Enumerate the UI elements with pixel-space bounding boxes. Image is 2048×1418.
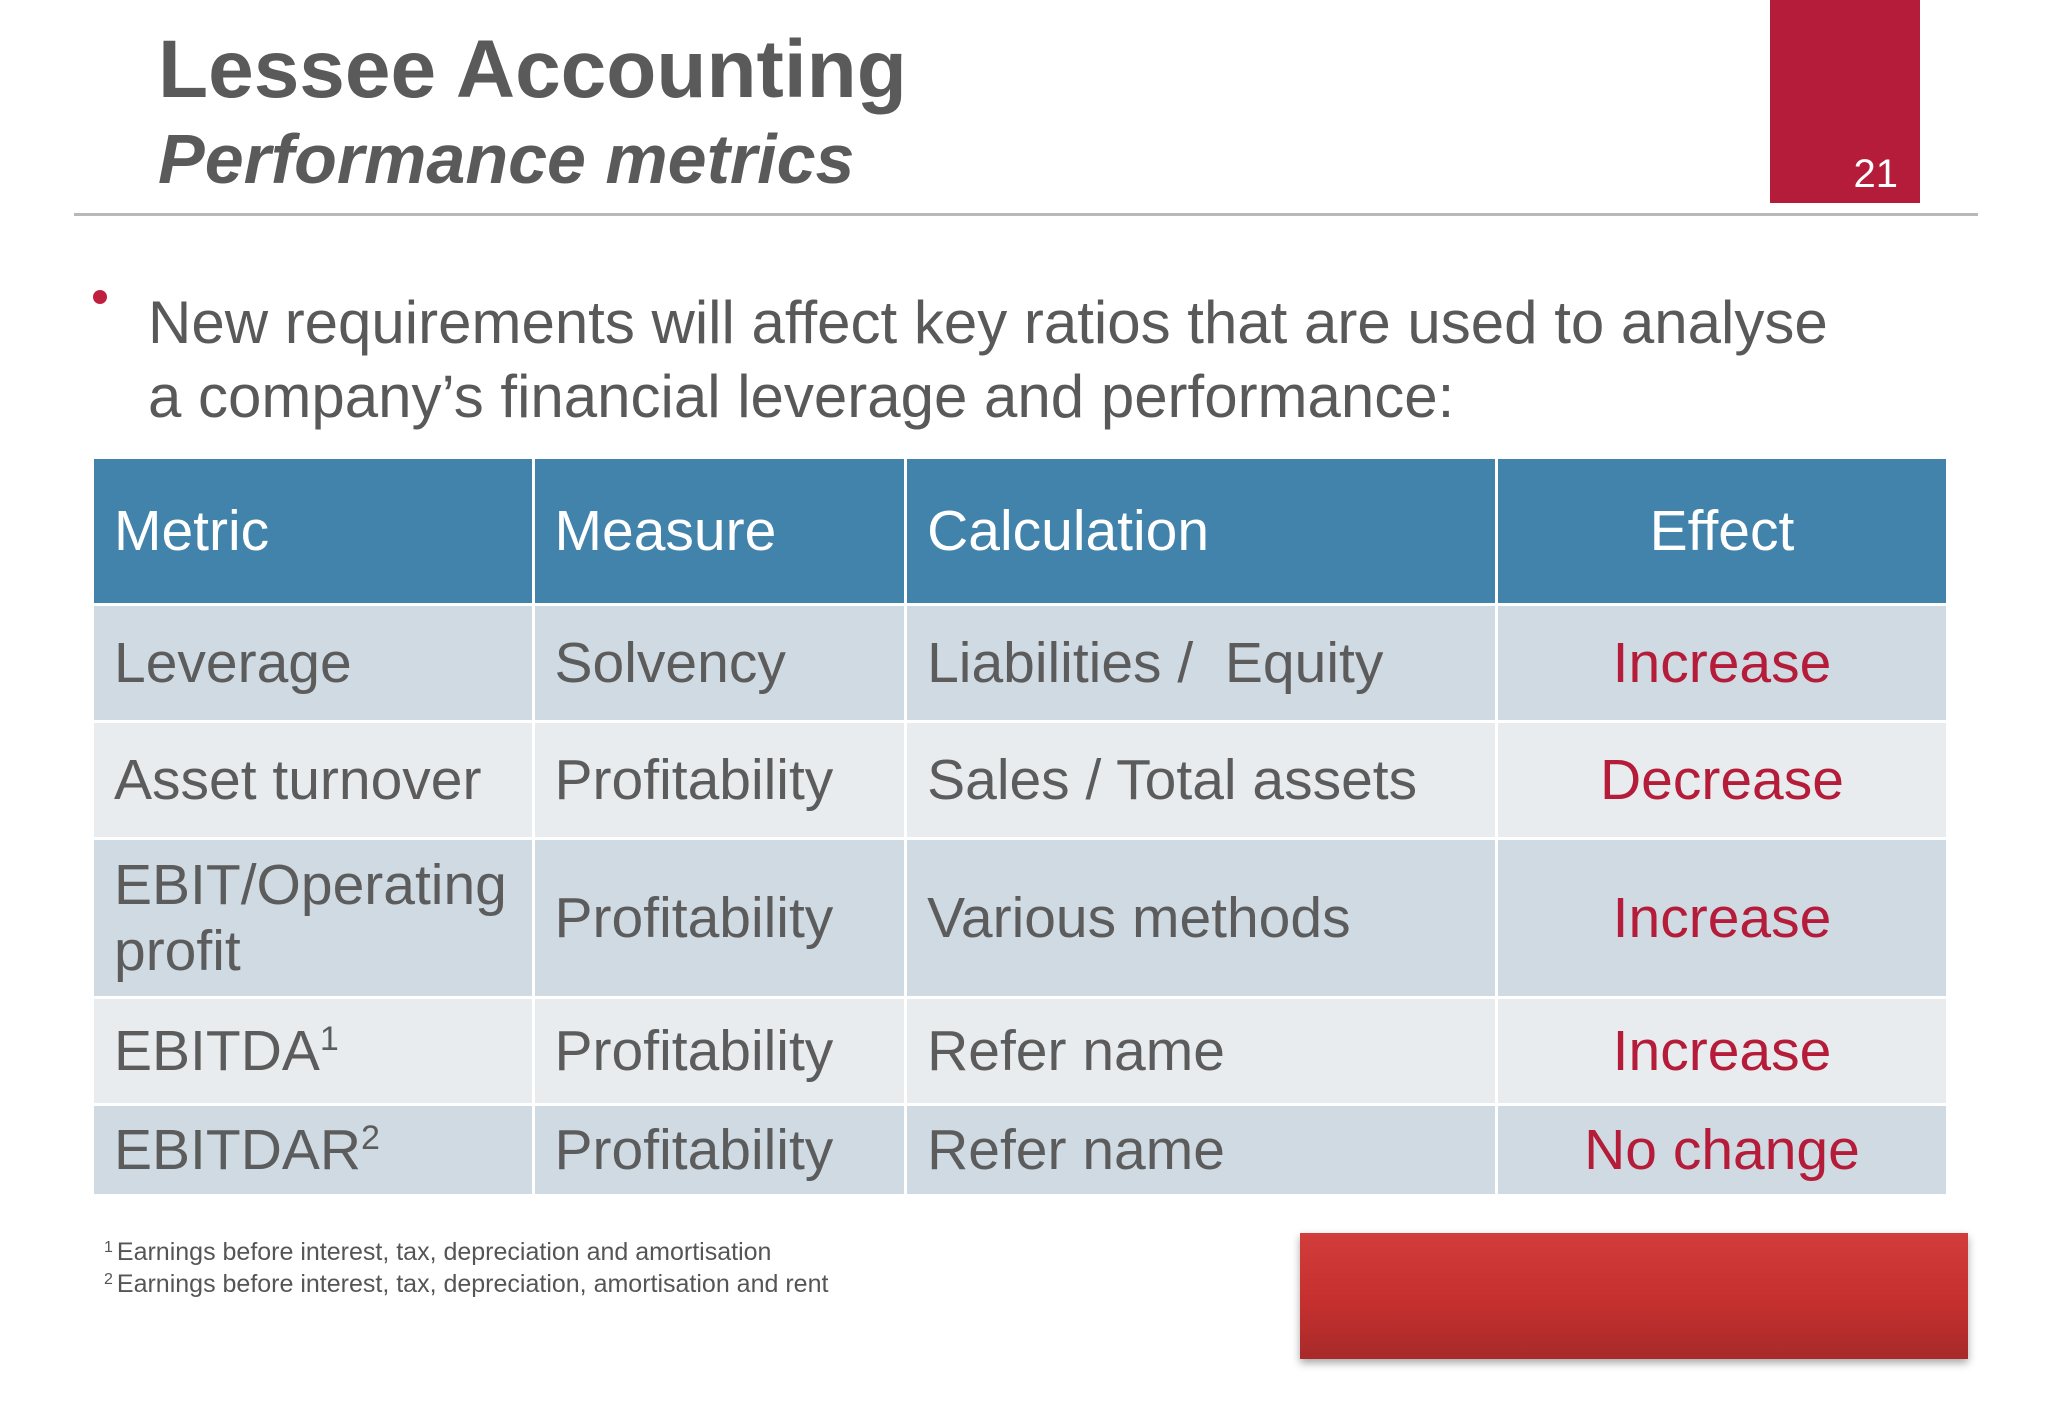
calculation-cell: Refer name — [904, 996, 1498, 1106]
metric-cell: EBITDAR2 — [91, 1103, 535, 1197]
metric-cell: EBIT/Operating profit — [91, 837, 535, 999]
effect-cell: Increase — [1494, 996, 1950, 1106]
header-metric: Metric — [91, 456, 535, 606]
slide-title: Lessee Accounting — [158, 24, 907, 115]
metrics-table: Metric Measure Calculation Effect Levera… — [91, 456, 1950, 1197]
footnote-marker: 2 — [361, 1119, 380, 1157]
metric-cell: Leverage — [91, 603, 535, 723]
bullet-icon — [93, 290, 107, 304]
footnote-mark: 2 — [104, 1271, 113, 1288]
footnote-1: 1 Earnings before interest, tax, deprecia… — [104, 1236, 828, 1268]
header-calculation: Calculation — [904, 456, 1498, 606]
effect-cell: No change — [1494, 1103, 1950, 1197]
table-row: EBITDAR2 Profitability Refer name No cha… — [91, 1103, 1950, 1197]
calculation-cell: Liabilities / Equity — [904, 603, 1498, 723]
slide-subtitle: Performance metrics — [158, 120, 855, 198]
footnote-text: Earnings before interest, tax, depreciat… — [116, 1238, 772, 1266]
header-measure: Measure — [531, 456, 908, 606]
measure-cell: Profitability — [531, 1103, 908, 1197]
measure-cell: Profitability — [531, 837, 908, 999]
table-row: EBITDA1 Profitability Refer name Increas… — [91, 996, 1950, 1106]
calculation-cell: Sales / Total assets — [904, 720, 1498, 840]
table-row: EBIT/Operating profit Profitability Vari… — [91, 837, 1950, 999]
header-divider — [74, 213, 1978, 216]
footnote-text: Earnings before interest, tax, depreciat… — [116, 1270, 829, 1298]
effect-cell: Decrease — [1494, 720, 1950, 840]
table-row: Leverage Solvency Liabilities / Equity I… — [91, 603, 1950, 723]
effect-cell: Increase — [1494, 603, 1950, 723]
footnote-mark: 1 — [104, 1239, 113, 1256]
header-effect: Effect — [1494, 456, 1950, 606]
footnotes: 1 Earnings before interest, tax, deprecia… — [104, 1236, 828, 1300]
calculation-cell: Refer name — [904, 1103, 1498, 1197]
measure-cell: Profitability — [531, 720, 908, 840]
calculation-cell: Various methods — [904, 837, 1498, 999]
page-number: 21 — [1853, 152, 1899, 196]
measure-cell: Profitability — [531, 996, 908, 1106]
table-row: Asset turnover Profitability Sales / Tot… — [91, 720, 1950, 840]
metric-label: EBITDA — [114, 1019, 320, 1083]
metric-cell: EBITDA1 — [91, 996, 535, 1106]
table-header-row: Metric Measure Calculation Effect — [91, 456, 1950, 606]
red-callout-box — [1300, 1233, 1968, 1359]
measure-cell: Solvency — [531, 603, 908, 723]
page-number-tab: 21 — [1770, 0, 1920, 203]
metric-label: EBITDAR — [114, 1118, 362, 1182]
footnote-2: 2 Earnings before interest, tax, deprecia… — [104, 1268, 828, 1300]
footnote-marker: 1 — [319, 1020, 339, 1058]
effect-cell: Increase — [1494, 837, 1950, 999]
bullet-text: New requirements will affect key ratios … — [148, 289, 1828, 430]
metric-cell: Asset turnover — [91, 720, 535, 840]
